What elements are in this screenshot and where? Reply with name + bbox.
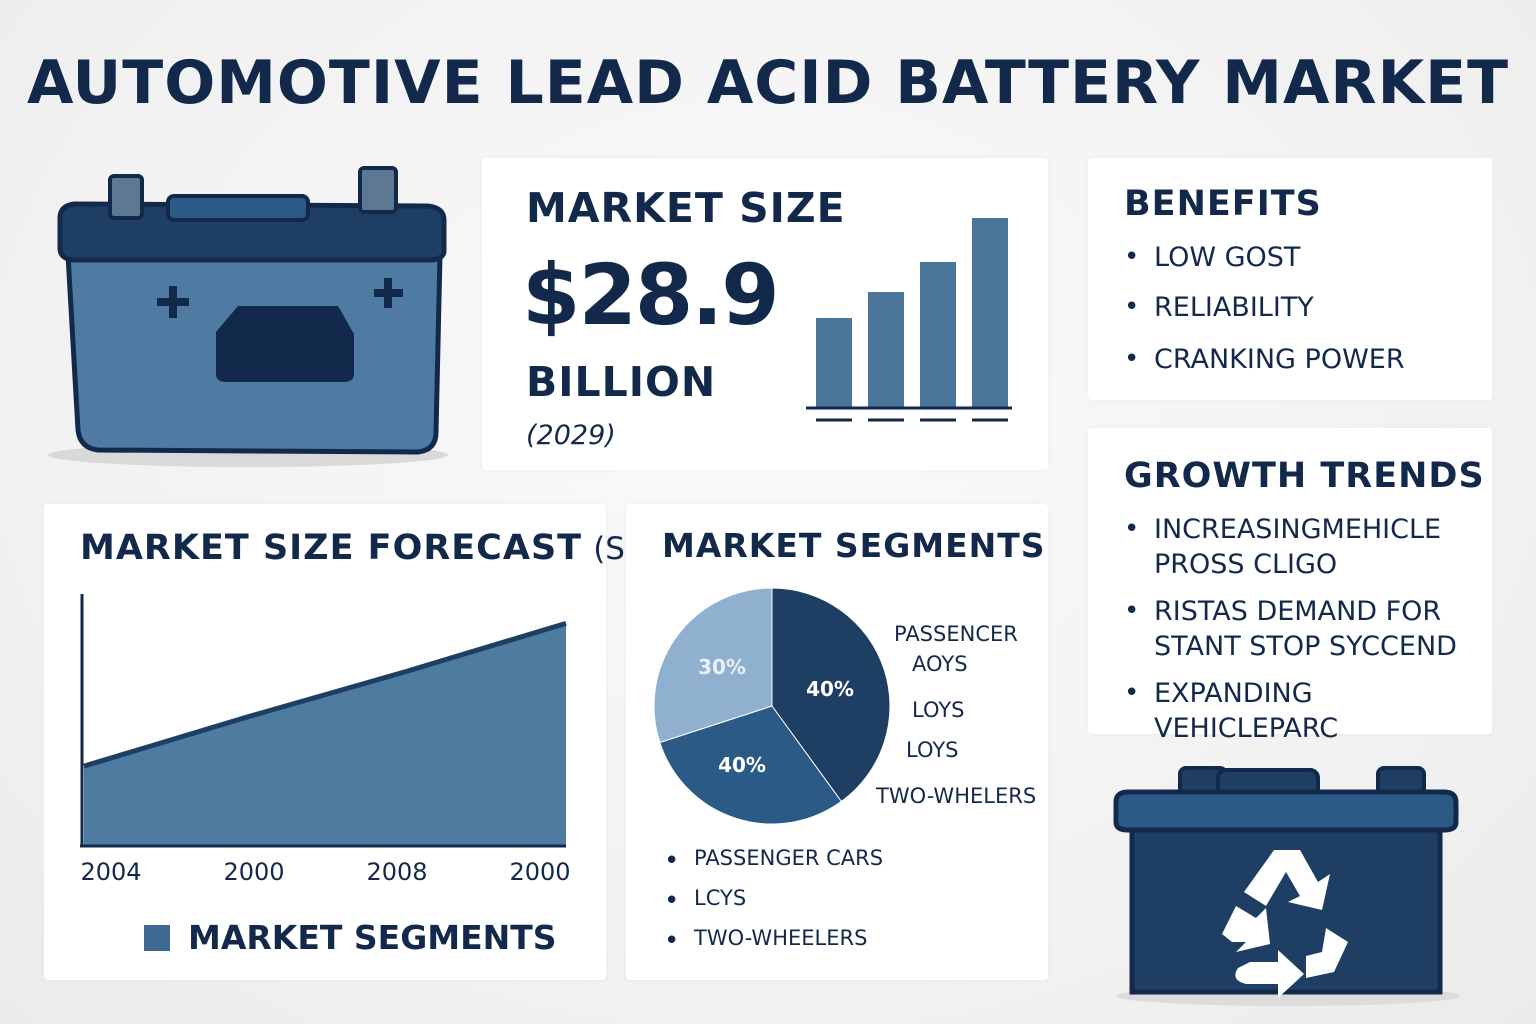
segment-item: PASSENGER CARS — [664, 846, 883, 876]
trend-item: INCREASINGMEHICLE PROSS CLIGO — [1124, 512, 1442, 582]
trend-item: EXPANDING VEHICLEPARC — [1124, 676, 1492, 746]
pie-slice — [653, 587, 773, 744]
x-tick-label: 2008 — [366, 858, 427, 886]
segments-heading: MARKET SEGMENTS — [662, 526, 1046, 565]
forecast-area-chart: 2004 2000 2008 2000 — [80, 594, 571, 886]
forecast-card: MARKET SIZE FORECAST (SB) 20042000200820… — [44, 504, 658, 980]
pie-slice — [771, 587, 891, 803]
trend-item-line: INCREASINGMEHICLE — [1154, 514, 1442, 545]
market-size-year: (2029) — [526, 420, 616, 451]
bar — [972, 218, 1008, 408]
growth-trends-card: GROWTH TRENDS INCREASINGMEHICLE PROSS CL… — [1088, 428, 1492, 744]
pie-label: 30% — [698, 655, 746, 679]
market-size-value: $28.9 — [522, 246, 780, 344]
market-size-unit: BILLION — [526, 358, 717, 406]
pie-label: 40% — [718, 753, 766, 777]
recycle-battery-icon — [1113, 766, 1460, 1006]
benefits-card: BENEFITS LOW GOST RELIABILITY CRANKING P… — [1088, 158, 1492, 400]
forecast-legend: MARKET SEGMENTS — [144, 918, 557, 957]
area-line — [83, 620, 567, 769]
forecast-title: MARKET SIZE FORECAST — [80, 528, 583, 568]
mini-bar-chart — [806, 218, 1012, 422]
growth-trends-heading: GROWTH TRENDS — [1124, 456, 1485, 496]
pie-side-label: PASSENCER — [894, 622, 1018, 646]
legend-swatch — [144, 924, 170, 951]
benefits-heading: BENEFITS — [1124, 184, 1322, 224]
trend-item-line: STANT STOP SYCCEND — [1154, 631, 1457, 662]
pie-side-label: AOYS — [912, 652, 968, 676]
x-tick-label: 2000 — [223, 858, 284, 886]
segment-item: LCYS — [664, 886, 746, 916]
segments-pie-chart: 40% 40% 30% — [653, 587, 891, 825]
trend-item-line: EXPANDING VEHICLEPARC — [1154, 678, 1339, 744]
segments-card: MARKET SEGMENTS 40% 40% 30% PASSENCER AOYS… — [626, 504, 1048, 980]
x-tick-label: 2000 — [509, 858, 570, 886]
trend-item-line: RISTAS DEMAND FOR — [1154, 596, 1442, 627]
car-battery-icon — [48, 166, 448, 467]
market-size-card: MARKET SIZE $28.9 BILLION (2029) — [482, 158, 1048, 470]
area-fill — [84, 623, 566, 846]
legend-label: MARKET SEGMENTS — [188, 918, 557, 957]
bar — [868, 292, 904, 408]
pie-side-label: TWO-WHELERS — [876, 784, 1037, 808]
market-size-heading: MARKET SIZE — [526, 184, 846, 232]
segment-item: TWO-WHEELERS — [664, 926, 867, 956]
pie-side-label: LOYS — [906, 738, 959, 762]
benefit-item: LOW GOST — [1124, 242, 1301, 273]
benefit-item: RELIABILITY — [1124, 292, 1314, 323]
bar — [920, 262, 956, 408]
bar — [816, 318, 852, 408]
x-tick-label: 2004 — [80, 858, 141, 886]
forecast-heading: MARKET SIZE FORECAST (SB) — [80, 528, 658, 568]
pie-label: 40% — [806, 677, 854, 701]
pie-side-label: LOYS — [912, 698, 965, 722]
benefit-item: CRANKING POWER — [1124, 344, 1405, 375]
trend-item-line: PROSS CLIGO — [1154, 549, 1338, 580]
page-title: AUTOMOTIVE LEAD ACID BATTERY MARKET — [26, 48, 1510, 118]
trend-item: RISTAS DEMAND FOR STANT STOP SYCCEND — [1124, 594, 1457, 664]
pie-slice — [659, 705, 843, 825]
